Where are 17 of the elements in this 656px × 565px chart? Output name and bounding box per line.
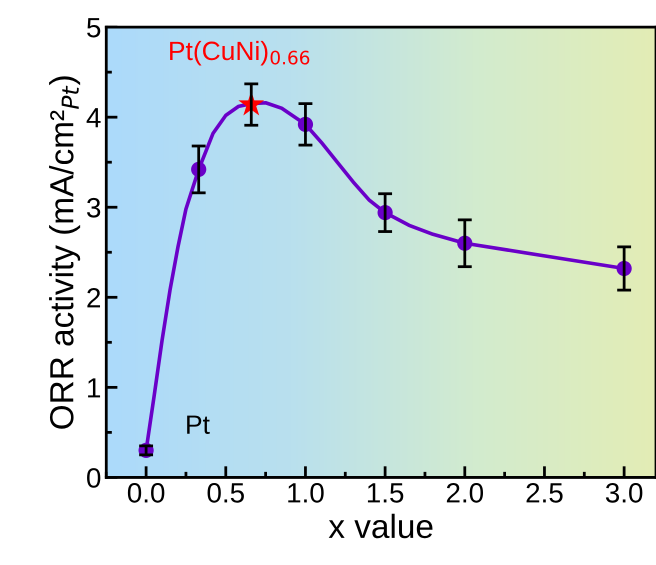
- y-tick-label: 2: [87, 288, 100, 308]
- y-tick-label: 4: [86, 108, 101, 128]
- annotation: Pt(CuNi)$_{0.66}$: [170, 40, 310, 66]
- x-tick-label: 2.5: [526, 483, 563, 503]
- x-axis-title: x value: [328, 514, 432, 538]
- y-tick-label: 1: [88, 378, 100, 398]
- x-tick-label: 3.0: [606, 483, 642, 503]
- x-tick-label: 0.5: [208, 483, 244, 503]
- y-tick-label: 0: [87, 468, 100, 488]
- x-tick-label: 2.0: [446, 483, 484, 503]
- y-axis-title: ORR activity (mA/cm²$_{Pt}$): [49, 76, 80, 429]
- x-tick-label: 1.0: [288, 483, 324, 503]
- y-tick-label: 5: [87, 18, 100, 38]
- annotation: Pt: [187, 416, 210, 434]
- x-tick-label: 1.5: [368, 483, 404, 503]
- y-tick-label: 3: [87, 198, 100, 218]
- x-tick-label: 0.0: [128, 483, 164, 503]
